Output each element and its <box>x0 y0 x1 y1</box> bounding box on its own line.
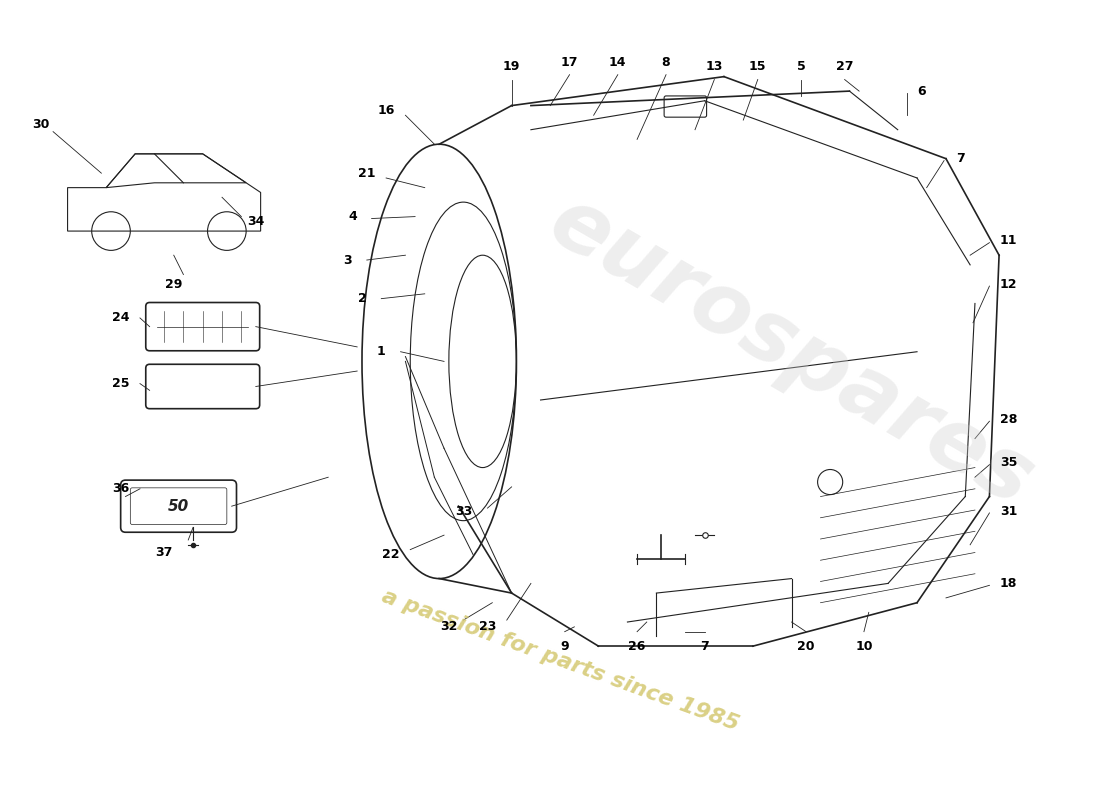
Text: 28: 28 <box>1000 413 1018 426</box>
Text: 35: 35 <box>1000 456 1018 470</box>
Text: 16: 16 <box>377 104 395 117</box>
Text: eurospares: eurospares <box>535 180 1048 524</box>
Text: 12: 12 <box>1000 278 1018 290</box>
Text: 24: 24 <box>112 311 130 325</box>
Text: 36: 36 <box>112 482 130 495</box>
Text: 22: 22 <box>382 548 399 561</box>
Text: a passion for parts since 1985: a passion for parts since 1985 <box>378 586 741 734</box>
Text: 2: 2 <box>358 292 366 305</box>
Text: 30: 30 <box>32 118 50 131</box>
Text: 15: 15 <box>749 61 767 74</box>
Text: 31: 31 <box>1000 505 1018 518</box>
Text: 19: 19 <box>503 61 520 74</box>
Text: 3: 3 <box>343 254 352 266</box>
Text: 25: 25 <box>112 377 130 390</box>
Text: 14: 14 <box>609 56 627 69</box>
Text: 5: 5 <box>796 61 805 74</box>
Text: 1: 1 <box>377 346 386 358</box>
Text: 50: 50 <box>168 498 189 514</box>
Text: 33: 33 <box>454 505 472 518</box>
Text: 9: 9 <box>560 640 569 653</box>
Text: 27: 27 <box>836 61 854 74</box>
Text: 26: 26 <box>628 640 646 653</box>
Text: 4: 4 <box>348 210 356 223</box>
Text: 34: 34 <box>248 215 264 228</box>
Text: 37: 37 <box>155 546 173 559</box>
Text: 29: 29 <box>165 278 183 290</box>
Text: 11: 11 <box>1000 234 1018 247</box>
Text: 6: 6 <box>917 85 926 98</box>
Text: 21: 21 <box>359 166 375 180</box>
Text: 7: 7 <box>956 152 965 165</box>
Text: 23: 23 <box>478 620 496 634</box>
Text: 17: 17 <box>561 56 579 69</box>
Text: 32: 32 <box>440 620 458 634</box>
Text: 20: 20 <box>798 640 815 653</box>
Text: 13: 13 <box>705 61 723 74</box>
Text: 10: 10 <box>855 640 872 653</box>
Text: 7: 7 <box>701 640 710 653</box>
Text: 8: 8 <box>662 56 670 69</box>
Text: 18: 18 <box>1000 577 1018 590</box>
